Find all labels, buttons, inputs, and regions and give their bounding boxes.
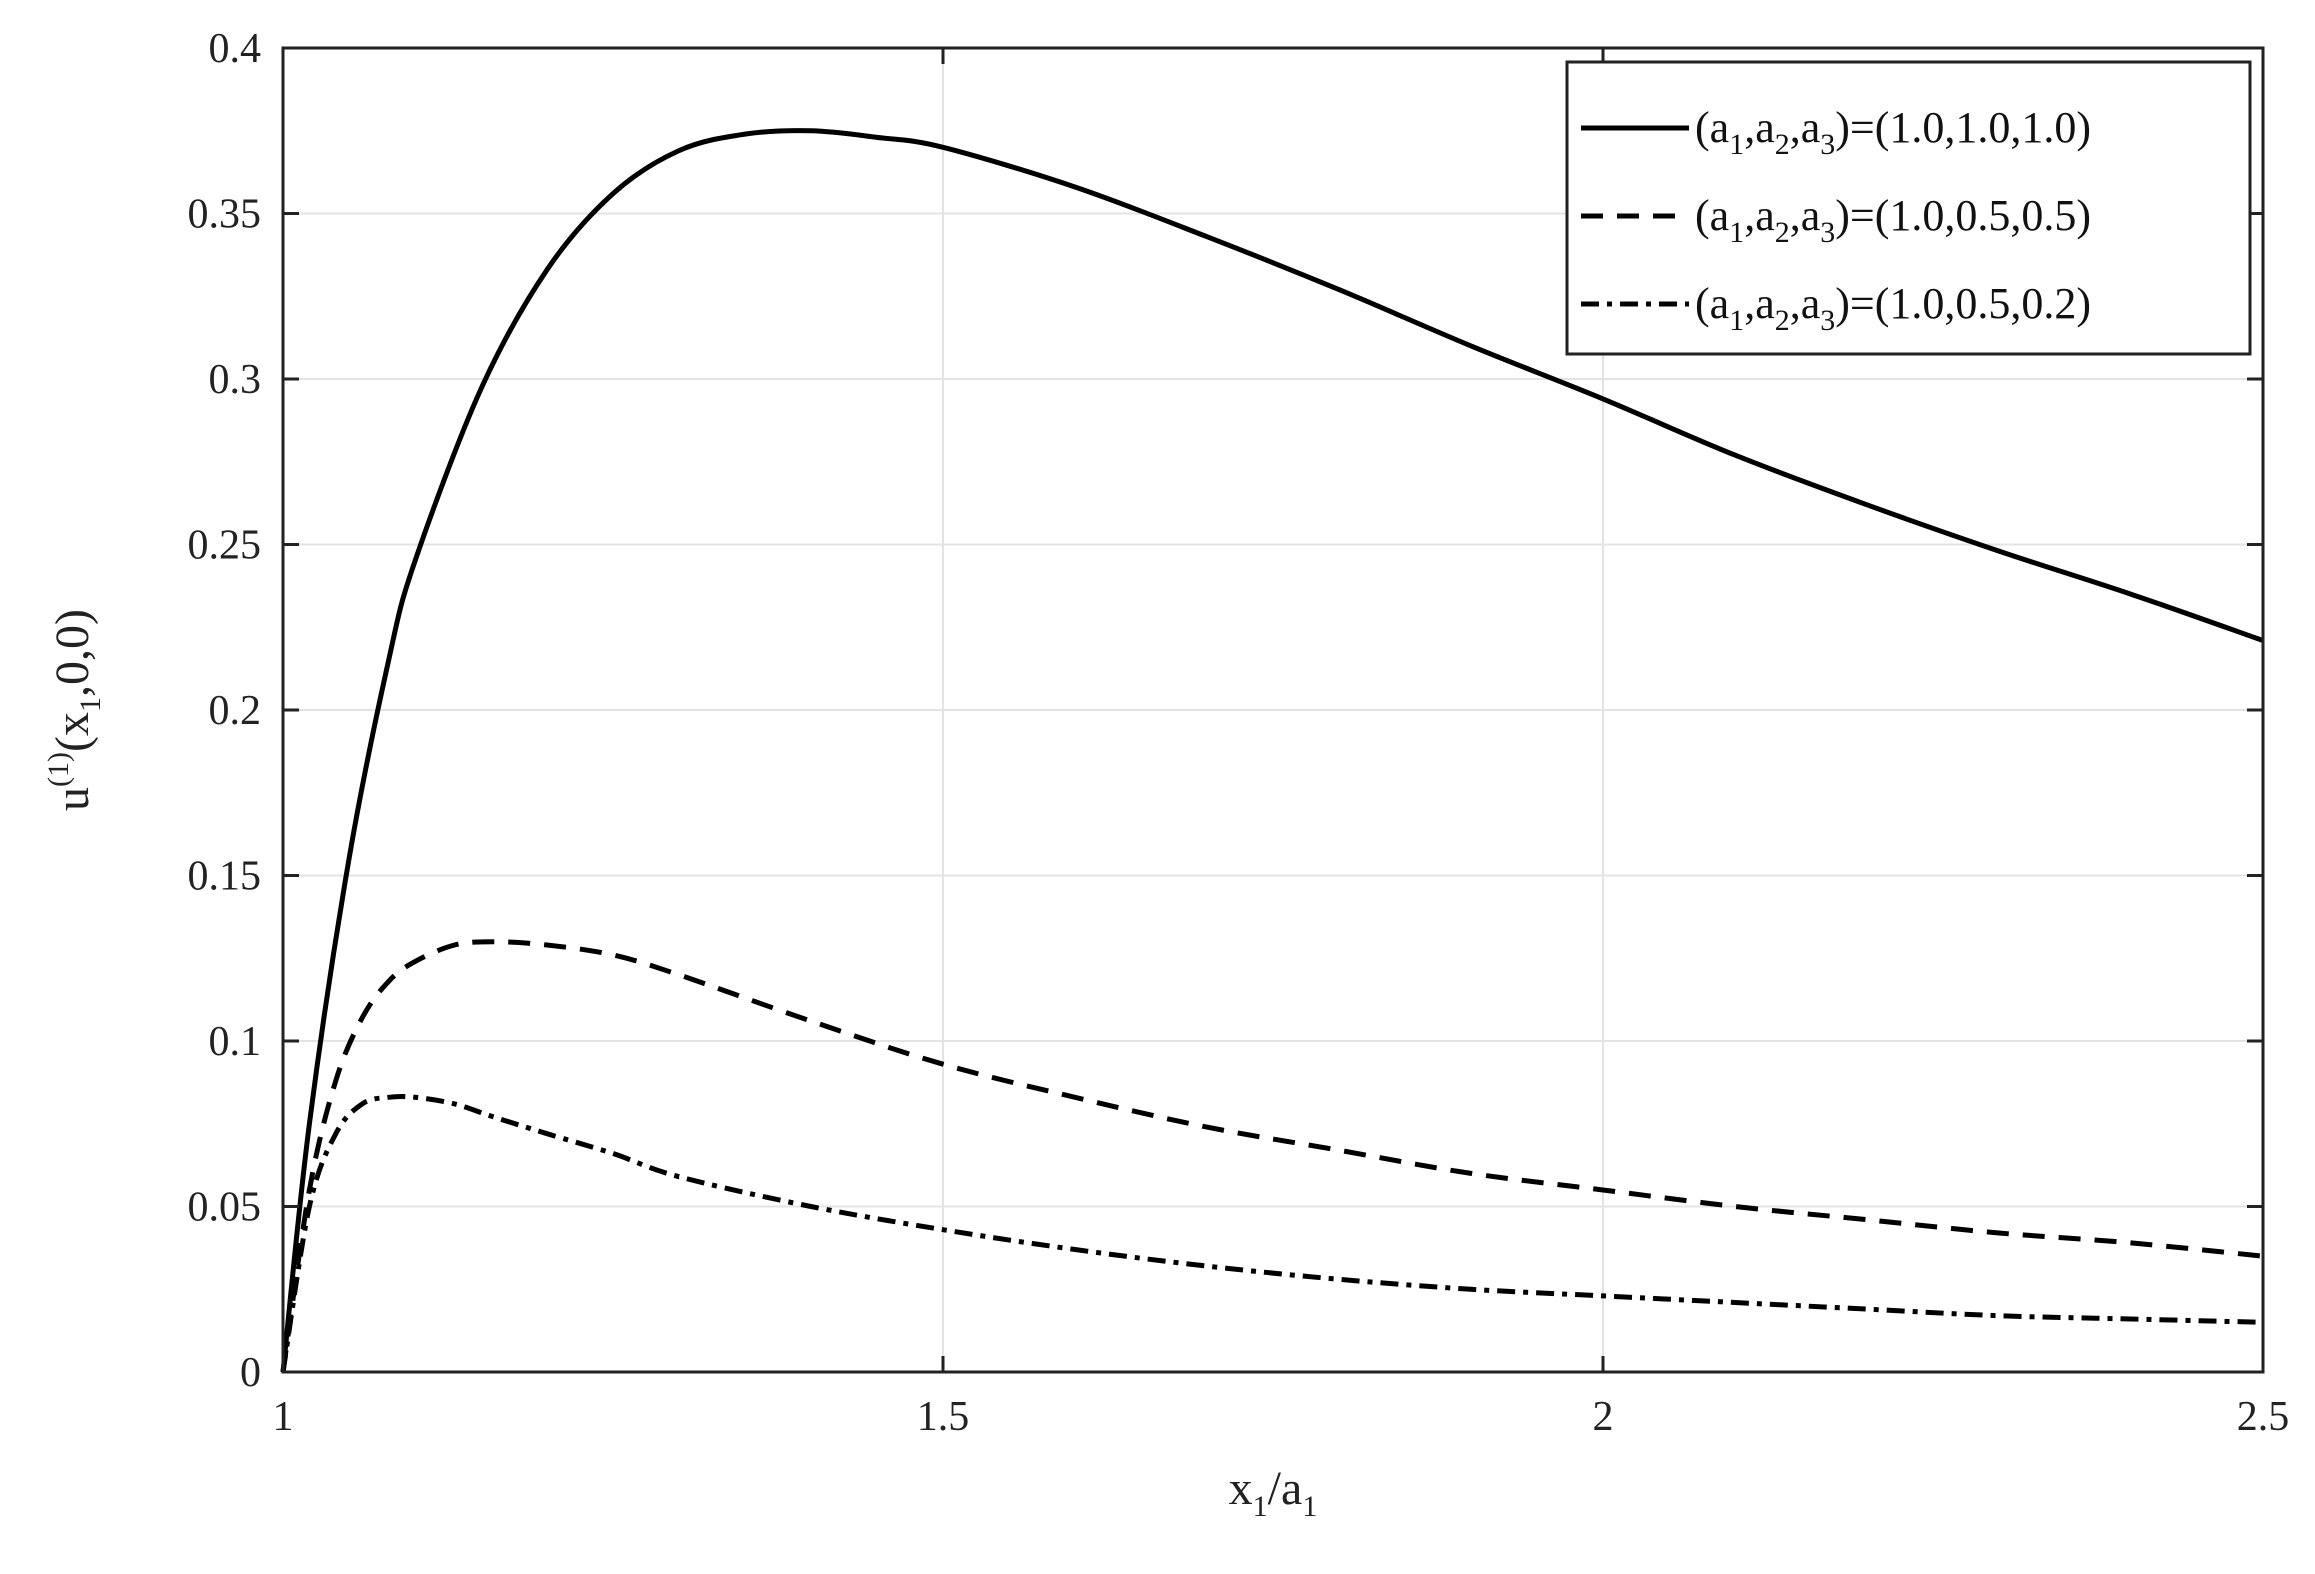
series-layer: [280, 128, 2264, 1373]
legend-label-dashed: (a1,a2,a3)=(1.0,0.5,0.5): [1695, 191, 2091, 249]
series-line-dashdot: [280, 1093, 2264, 1373]
y-tick-label: 0.15: [188, 854, 262, 900]
y-tick-label: 0.3: [209, 357, 262, 403]
axis-ticks: 1 1.5 2 2.5 0 0.05 0.1 0.15 0.2 0.25 0.3 0.35 0.4: [188, 26, 2290, 1440]
legend-entry-dashed: (a1,a2,a3)=(1.0,0.5,0.5): [1581, 191, 2091, 249]
x-tick-label: 2: [1593, 1394, 1614, 1440]
x-axis-label: x1/a1: [1229, 1462, 1318, 1523]
legend-entry-dashdot: (a1,a2,a3)=(1.0,0.5,0.2): [1581, 279, 2091, 337]
y-tick-label: 0.35: [188, 192, 262, 238]
y-tick-label: 0.2: [209, 688, 262, 734]
y-tick-label: 0: [240, 1350, 261, 1396]
y-tick-label: 0.1: [209, 1019, 262, 1065]
x-tick-label: 1.5: [917, 1394, 970, 1440]
y-tick-label: 0.05: [188, 1185, 262, 1231]
y-tick-label: 0.25: [188, 523, 262, 569]
legend-label-dashdot: (a1,a2,a3)=(1.0,0.5,0.2): [1695, 279, 2091, 337]
legend-entry-solid: (a1,a2,a3)=(1.0,1.0,1.0): [1581, 103, 2091, 161]
legend-label-solid: (a1,a2,a3)=(1.0,1.0,1.0): [1695, 103, 2091, 161]
legend: (a1,a2,a3)=(1.0,1.0,1.0) (a1,a2,a3)=(1.0…: [1565, 60, 2252, 356]
x-tick-label: 1: [273, 1394, 294, 1440]
x-tick-label: 2.5: [2237, 1394, 2290, 1440]
legend-box: [1565, 60, 2252, 356]
series-line-dashed: [280, 939, 2264, 1373]
y-axis-label: u(1)(x1,0,0): [42, 609, 107, 811]
series-line-solid: [280, 128, 2264, 1373]
y-tick-label: 0.4: [209, 26, 262, 72]
